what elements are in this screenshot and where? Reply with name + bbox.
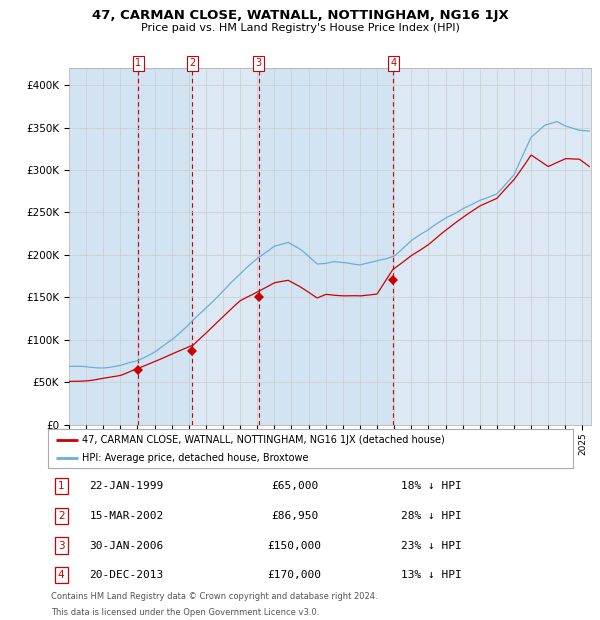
Text: £150,000: £150,000 xyxy=(268,541,322,551)
Text: 4: 4 xyxy=(58,570,64,580)
Text: Price paid vs. HM Land Registry's House Price Index (HPI): Price paid vs. HM Land Registry's House … xyxy=(140,23,460,33)
Text: 13% ↓ HPI: 13% ↓ HPI xyxy=(401,570,461,580)
Text: 15-MAR-2002: 15-MAR-2002 xyxy=(89,511,164,521)
Text: This data is licensed under the Open Government Licence v3.0.: This data is licensed under the Open Gov… xyxy=(51,608,319,617)
Text: 28% ↓ HPI: 28% ↓ HPI xyxy=(401,511,461,521)
Text: 22-JAN-1999: 22-JAN-1999 xyxy=(89,481,164,491)
Text: HPI: Average price, detached house, Broxtowe: HPI: Average price, detached house, Brox… xyxy=(82,453,308,463)
Text: £65,000: £65,000 xyxy=(271,481,319,491)
Text: 2: 2 xyxy=(189,58,196,68)
Bar xyxy=(139,68,192,425)
Text: Contains HM Land Registry data © Crown copyright and database right 2024.: Contains HM Land Registry data © Crown c… xyxy=(51,592,377,601)
Text: 47, CARMAN CLOSE, WATNALL, NOTTINGHAM, NG16 1JX (detached house): 47, CARMAN CLOSE, WATNALL, NOTTINGHAM, N… xyxy=(82,435,445,445)
Text: 1: 1 xyxy=(58,481,64,491)
Text: £86,950: £86,950 xyxy=(271,511,319,521)
Text: 2: 2 xyxy=(58,511,64,521)
Text: 23% ↓ HPI: 23% ↓ HPI xyxy=(401,541,461,551)
Text: 47, CARMAN CLOSE, WATNALL, NOTTINGHAM, NG16 1JX: 47, CARMAN CLOSE, WATNALL, NOTTINGHAM, N… xyxy=(92,9,508,22)
Bar xyxy=(69,68,139,425)
Text: 30-JAN-2006: 30-JAN-2006 xyxy=(89,541,164,551)
Bar xyxy=(259,68,394,425)
Text: 1: 1 xyxy=(136,58,142,68)
Text: 3: 3 xyxy=(256,58,262,68)
Text: £170,000: £170,000 xyxy=(268,570,322,580)
Text: 3: 3 xyxy=(58,541,64,551)
Text: 18% ↓ HPI: 18% ↓ HPI xyxy=(401,481,461,491)
Text: 20-DEC-2013: 20-DEC-2013 xyxy=(89,570,164,580)
Text: 4: 4 xyxy=(391,58,397,68)
